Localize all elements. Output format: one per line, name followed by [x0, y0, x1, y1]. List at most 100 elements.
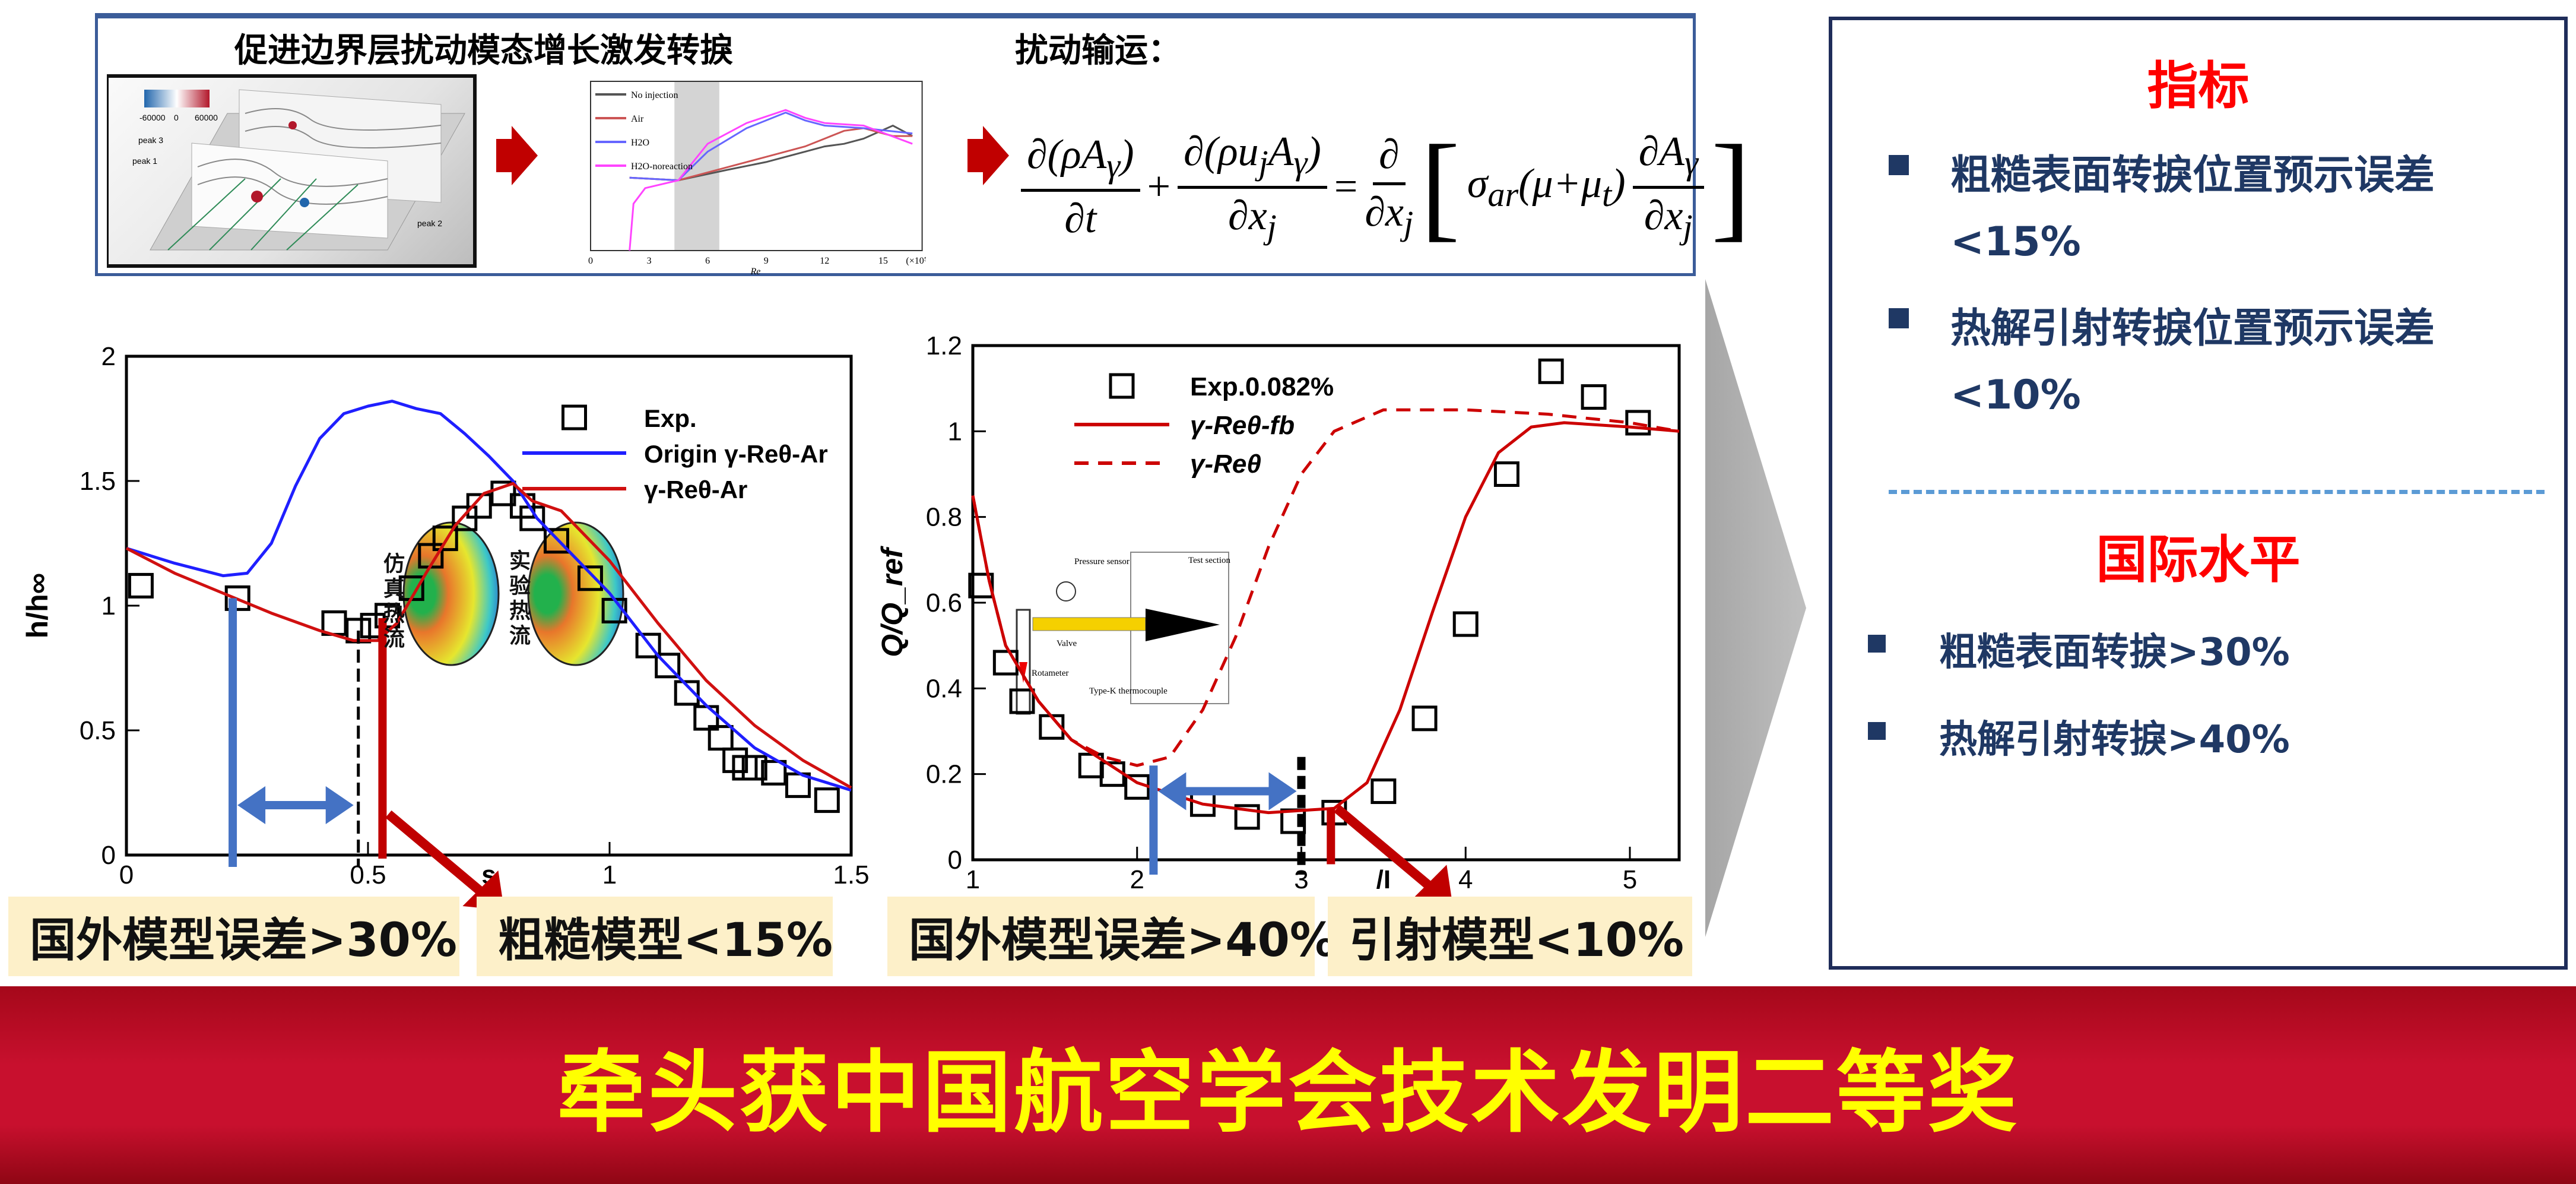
x-tick-label: 3: [1294, 865, 1308, 894]
mechanism-title: 促进边界层扰动模态增长激发转捩: [234, 31, 733, 70]
x-tick-label: 12: [820, 256, 829, 266]
exp-data-point: [432, 525, 458, 552]
equation-equals: =: [1334, 164, 1358, 210]
y-tick-label: 0.4: [926, 674, 962, 703]
y-tick-label: 0.2: [926, 760, 962, 789]
series-line: [629, 111, 913, 182]
rotameter-float: [1019, 662, 1027, 683]
exp-data-point: [708, 725, 734, 751]
x-tick-label: 3: [647, 256, 652, 266]
international-item: 粗糙表面转捩>30%: [1868, 622, 2564, 676]
inset-label: Test section: [1188, 556, 1231, 565]
y-tick-label: 1.5: [80, 467, 116, 496]
x-axis-label: /I: [1376, 865, 1391, 894]
exp-data-point: [814, 787, 840, 813]
y-axis-label: h/h∞: [21, 573, 54, 639]
injection-heat-flux-chart: 1 2 3 4 5 0 0.2 0.4 0.6 0.8 1 1.2/I Q/Q_ref Pressure …: [878, 331, 1681, 905]
experimental-heat-flux-label: 实验热流: [506, 549, 530, 649]
legend-label: γ-Reθ: [1190, 449, 1261, 479]
exp-data-point: [1625, 410, 1651, 436]
transport-equation: ∂(ρAγ) ∂t + ∂(ρujAγ) ∂xj = ∂ ∂xj [ σar(μ+μt…: [1021, 101, 1751, 273]
x-tick-label: 15: [878, 256, 888, 266]
bullet-icon: [1868, 635, 1886, 653]
x-tick-label: 1.5: [833, 860, 869, 889]
plot-frame: [590, 81, 923, 251]
red-pointer-arrow: [1334, 805, 1432, 889]
equation-diffusion: σar(μ+μt): [1467, 160, 1626, 214]
disturbance-energy-chart: 0 3 6 9 12 15 (×10⁵) Re No injection Air H2O H2O-no…: [588, 81, 926, 276]
peak-label: peak 1: [132, 156, 157, 166]
injection-pipe: [1032, 617, 1146, 631]
equation-term: ∂ ∂xj: [1365, 132, 1414, 242]
roughness-model-15-callout: 粗糙模型<15%: [477, 897, 833, 976]
exp-data-point: [732, 755, 758, 781]
exp-data-point: [761, 759, 787, 786]
exp-data-point: [992, 650, 1019, 676]
rotameter: [1016, 609, 1031, 715]
bullet-icon: [1889, 308, 1909, 328]
colorbar-tick: -60000: [139, 113, 166, 122]
red-pointer-arrow: [385, 810, 484, 895]
inset-label: Type-K thermocouple: [1089, 686, 1168, 696]
y-tick-label: 0: [101, 841, 116, 870]
x-tick-label: 0.5: [350, 860, 386, 889]
exp-data-point: [655, 653, 681, 679]
disturbance-mode-3d-image: -60000 0 60000 peak 3 peak 1 peak 2: [107, 74, 477, 268]
series-line: [126, 400, 852, 792]
valve-icon: [1056, 581, 1076, 602]
exp-data-point: [1234, 804, 1260, 830]
injection-model-10-callout: 引射模型<10%: [1328, 897, 1692, 976]
arrowhead-icon: [1158, 772, 1187, 811]
award-text: 牵头获中国航空学会技术发明二等奖: [556, 1041, 2019, 1145]
exp-data-point: [741, 755, 767, 781]
exp-data-point: [128, 572, 154, 599]
legend-label: H2O-noreaction: [631, 162, 693, 172]
inset-label: Valve: [1057, 639, 1077, 648]
shaded-band: [674, 81, 719, 251]
legend-label: No injection: [631, 90, 678, 100]
gray-arrow-icon: [1705, 279, 1806, 937]
legend-label: Origin γ-Reθ-Ar: [644, 440, 828, 468]
inset-label: Pressure sensor: [1074, 557, 1130, 566]
test-model-cone: [1146, 609, 1220, 641]
exp-data-point: [224, 585, 250, 611]
x-tick-label: 1: [966, 865, 980, 894]
exp-data-point: [635, 632, 661, 659]
legend-label: γ-Reθ-fb: [1190, 411, 1295, 440]
series-line: [971, 421, 1680, 815]
exp-data-point: [1371, 778, 1397, 805]
arrowhead-icon: [325, 786, 354, 824]
exp-data-point: [1581, 384, 1607, 410]
arrowhead-icon: [1268, 772, 1297, 811]
legend-label: H2O: [631, 138, 649, 148]
metric-item: 粗糙表面转捩位置预示误差: [1889, 142, 2564, 201]
x-tick-label: (×10⁵): [906, 256, 926, 266]
series-line: [971, 408, 1680, 767]
legend-label: Exp.0.082%: [1190, 372, 1334, 401]
equation-term: ∂(ρAγ) ∂t: [1021, 131, 1140, 243]
equation-term: ∂Aγ ∂xj: [1632, 128, 1704, 246]
y-tick-label: 0: [948, 846, 962, 875]
simulated-heat-flux-image: [402, 521, 500, 666]
exp-data-point: [674, 680, 700, 706]
x-tick-label: 0: [588, 256, 593, 266]
y-axis-label: Q/Q_ref: [878, 546, 909, 657]
international-item: 热解引射转捩>40%: [1868, 709, 2564, 764]
equation-plus: +: [1147, 164, 1171, 210]
colorbar: [144, 90, 210, 107]
bullet-icon: [1868, 722, 1886, 740]
exp-data-point: [1493, 461, 1519, 487]
metrics-panel: 指标 粗糙表面转捩位置预示误差 <15% 热解引射转捩位置预示误差 <10% 国…: [1829, 17, 2568, 970]
legend-marker: [1109, 373, 1135, 399]
metric-value: <10%: [1950, 372, 2081, 419]
foreign-model-error-40-callout: 国外模型误差>40%: [887, 897, 1336, 976]
legend-marker: [561, 404, 587, 430]
arrowhead-icon: [1411, 865, 1453, 905]
colorbar-tick: 60000: [195, 113, 218, 122]
y-tick-label: 1: [948, 417, 962, 446]
series-line: [629, 127, 913, 182]
x-tick-label: 5: [1623, 865, 1637, 894]
series-line: [629, 109, 913, 251]
metric-item: 热解引射转捩位置预示误差: [1889, 295, 2564, 354]
international-title: 国际水平: [2096, 530, 2301, 590]
